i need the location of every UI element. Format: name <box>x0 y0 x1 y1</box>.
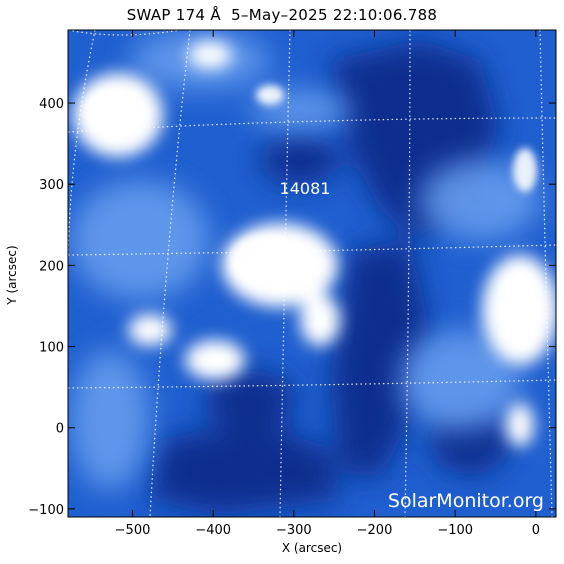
x-tick-label: −300 <box>276 523 312 538</box>
x-axis-ticks: −500 −400 −300 −200 −100 0 <box>115 30 540 538</box>
plot-frame <box>67 29 557 518</box>
y-tick-label: 400 <box>39 97 64 112</box>
y-tick-label: 300 <box>39 178 64 193</box>
heliographic-grid <box>68 30 556 517</box>
plot-title: SWAP 174 Å 5–May–2025 22:10:06.788 <box>126 6 438 24</box>
active-region-label: 14081 <box>280 179 331 198</box>
euv-image <box>68 30 556 517</box>
y-tick-label: 0 <box>56 422 64 437</box>
y-tick-label: −100 <box>28 503 64 518</box>
y-axis-label: Y (arcsec) <box>5 245 19 305</box>
x-tick-label: −100 <box>437 523 473 538</box>
x-tick-label: 0 <box>532 523 540 538</box>
y-tick-label: 200 <box>39 259 64 274</box>
x-tick-label: −500 <box>115 523 151 538</box>
y-tick-label: 100 <box>39 341 64 356</box>
y-axis-ticks: −100 0 100 200 300 400 <box>28 97 556 518</box>
watermark: SolarMonitor.org <box>388 490 544 512</box>
x-tick-label: −200 <box>357 523 393 538</box>
x-tick-label: −400 <box>195 523 231 538</box>
x-axis-label: X (arcsec) <box>282 541 342 555</box>
